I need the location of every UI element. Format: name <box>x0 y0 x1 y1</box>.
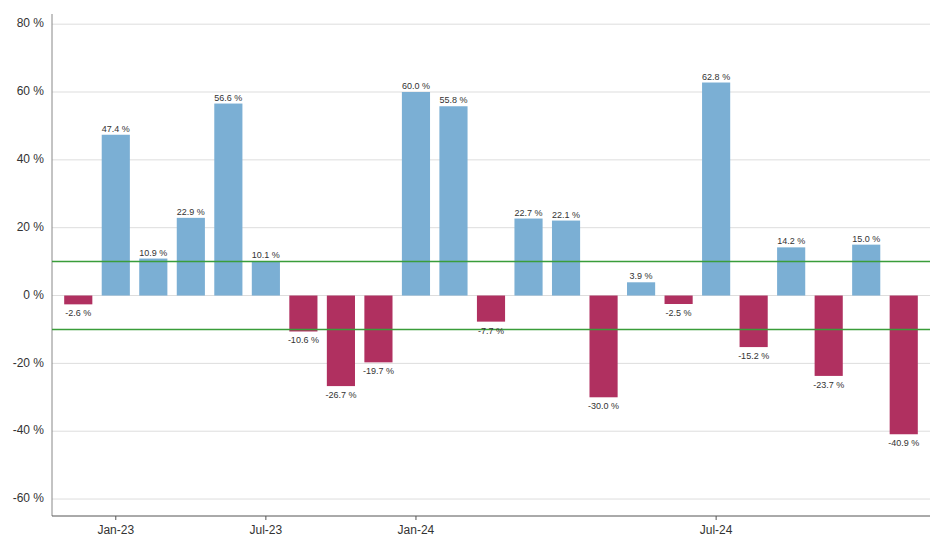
data-label: 22.1 % <box>552 210 580 220</box>
y-tick-label: -40 % <box>13 423 45 437</box>
data-label: -7.7 % <box>478 326 504 336</box>
bar <box>439 106 467 295</box>
y-tick-label: 60 % <box>17 84 45 98</box>
data-label: 47.4 % <box>102 124 130 134</box>
bar <box>627 282 655 295</box>
bar <box>402 92 430 296</box>
x-tick <box>115 516 116 520</box>
data-label: 55.8 % <box>439 95 467 105</box>
x-tick <box>265 516 266 520</box>
data-label: 56.6 % <box>214 93 242 103</box>
bar <box>64 296 92 305</box>
bar <box>102 135 130 296</box>
data-label: -30.0 % <box>588 401 619 411</box>
bar <box>177 218 205 296</box>
data-label: 14.2 % <box>777 236 805 246</box>
y-tick-label: 40 % <box>17 152 45 166</box>
x-tick-label: Jan-24 <box>398 523 435 537</box>
grid-line <box>52 431 930 432</box>
bar <box>815 296 843 376</box>
y-tick-label: -60 % <box>13 491 45 505</box>
bar <box>552 221 580 296</box>
bar <box>252 261 280 295</box>
data-label: 10.1 % <box>252 250 280 260</box>
bar <box>890 296 918 435</box>
data-label: -23.7 % <box>813 380 844 390</box>
data-label: -2.6 % <box>65 308 91 318</box>
y-tick-label: 20 % <box>17 220 45 234</box>
grid-line <box>52 159 930 160</box>
data-label: -26.7 % <box>325 390 356 400</box>
y-tick-label: -20 % <box>13 356 45 370</box>
bar <box>327 296 355 387</box>
bar <box>139 259 167 296</box>
bar <box>477 296 505 322</box>
grid-line <box>52 363 930 364</box>
data-label: 15.0 % <box>852 234 880 244</box>
chart-container: -60 % -40 % -20 % 0 % 20 % 40 % 60 % 80 % Jan-23… <box>0 0 940 550</box>
x-tick <box>716 516 717 520</box>
bar <box>589 296 617 398</box>
data-label: 3.9 % <box>630 271 653 281</box>
y-tick-label: 80 % <box>17 16 45 30</box>
data-label: 22.7 % <box>515 208 543 218</box>
bar <box>214 104 242 296</box>
bar <box>852 245 880 296</box>
grid <box>52 24 930 499</box>
data-label: -2.5 % <box>666 308 692 318</box>
bar <box>777 247 805 295</box>
bar <box>740 296 768 348</box>
chart: -60 % -40 % -20 % 0 % 20 % 40 % 60 % 80 % Jan-23… <box>0 0 940 550</box>
x-tick-label: Jan-23 <box>97 523 134 537</box>
grid-line <box>52 92 930 93</box>
bar <box>665 296 693 304</box>
y-axis: -60 % -40 % -20 % 0 % 20 % 40 % 60 % 80 % <box>13 14 52 516</box>
data-label: -40.9 % <box>888 438 919 448</box>
grid-line <box>52 499 930 500</box>
x-tick-label: Jul-23 <box>250 523 283 537</box>
data-label: -10.6 % <box>288 335 319 345</box>
bar <box>289 296 317 332</box>
data-label: 62.8 % <box>702 72 730 82</box>
data-label: 10.9 % <box>139 248 167 258</box>
bars <box>64 83 918 435</box>
data-label: -19.7 % <box>363 366 394 376</box>
data-labels: -2.6 % 47.4 % 10.9 % 22.9 % 56.6 % 10.1 % -10.… <box>65 72 919 449</box>
reference-line <box>52 261 930 263</box>
bar <box>702 83 730 296</box>
bar <box>514 219 542 296</box>
y-tick-label: 0 % <box>23 288 44 302</box>
x-axis: Jan-23 Jul-23 Jan-24 Jul-24 <box>52 516 930 537</box>
data-label: 22.9 % <box>177 207 205 217</box>
grid-line <box>52 24 930 25</box>
data-label: -15.2 % <box>738 351 769 361</box>
x-tick <box>415 516 416 520</box>
data-label: 60.0 % <box>402 81 430 91</box>
x-axis-line <box>52 516 930 517</box>
reference-lines <box>52 262 930 330</box>
y-axis-line <box>52 14 53 516</box>
x-tick-label: Jul-24 <box>700 523 733 537</box>
